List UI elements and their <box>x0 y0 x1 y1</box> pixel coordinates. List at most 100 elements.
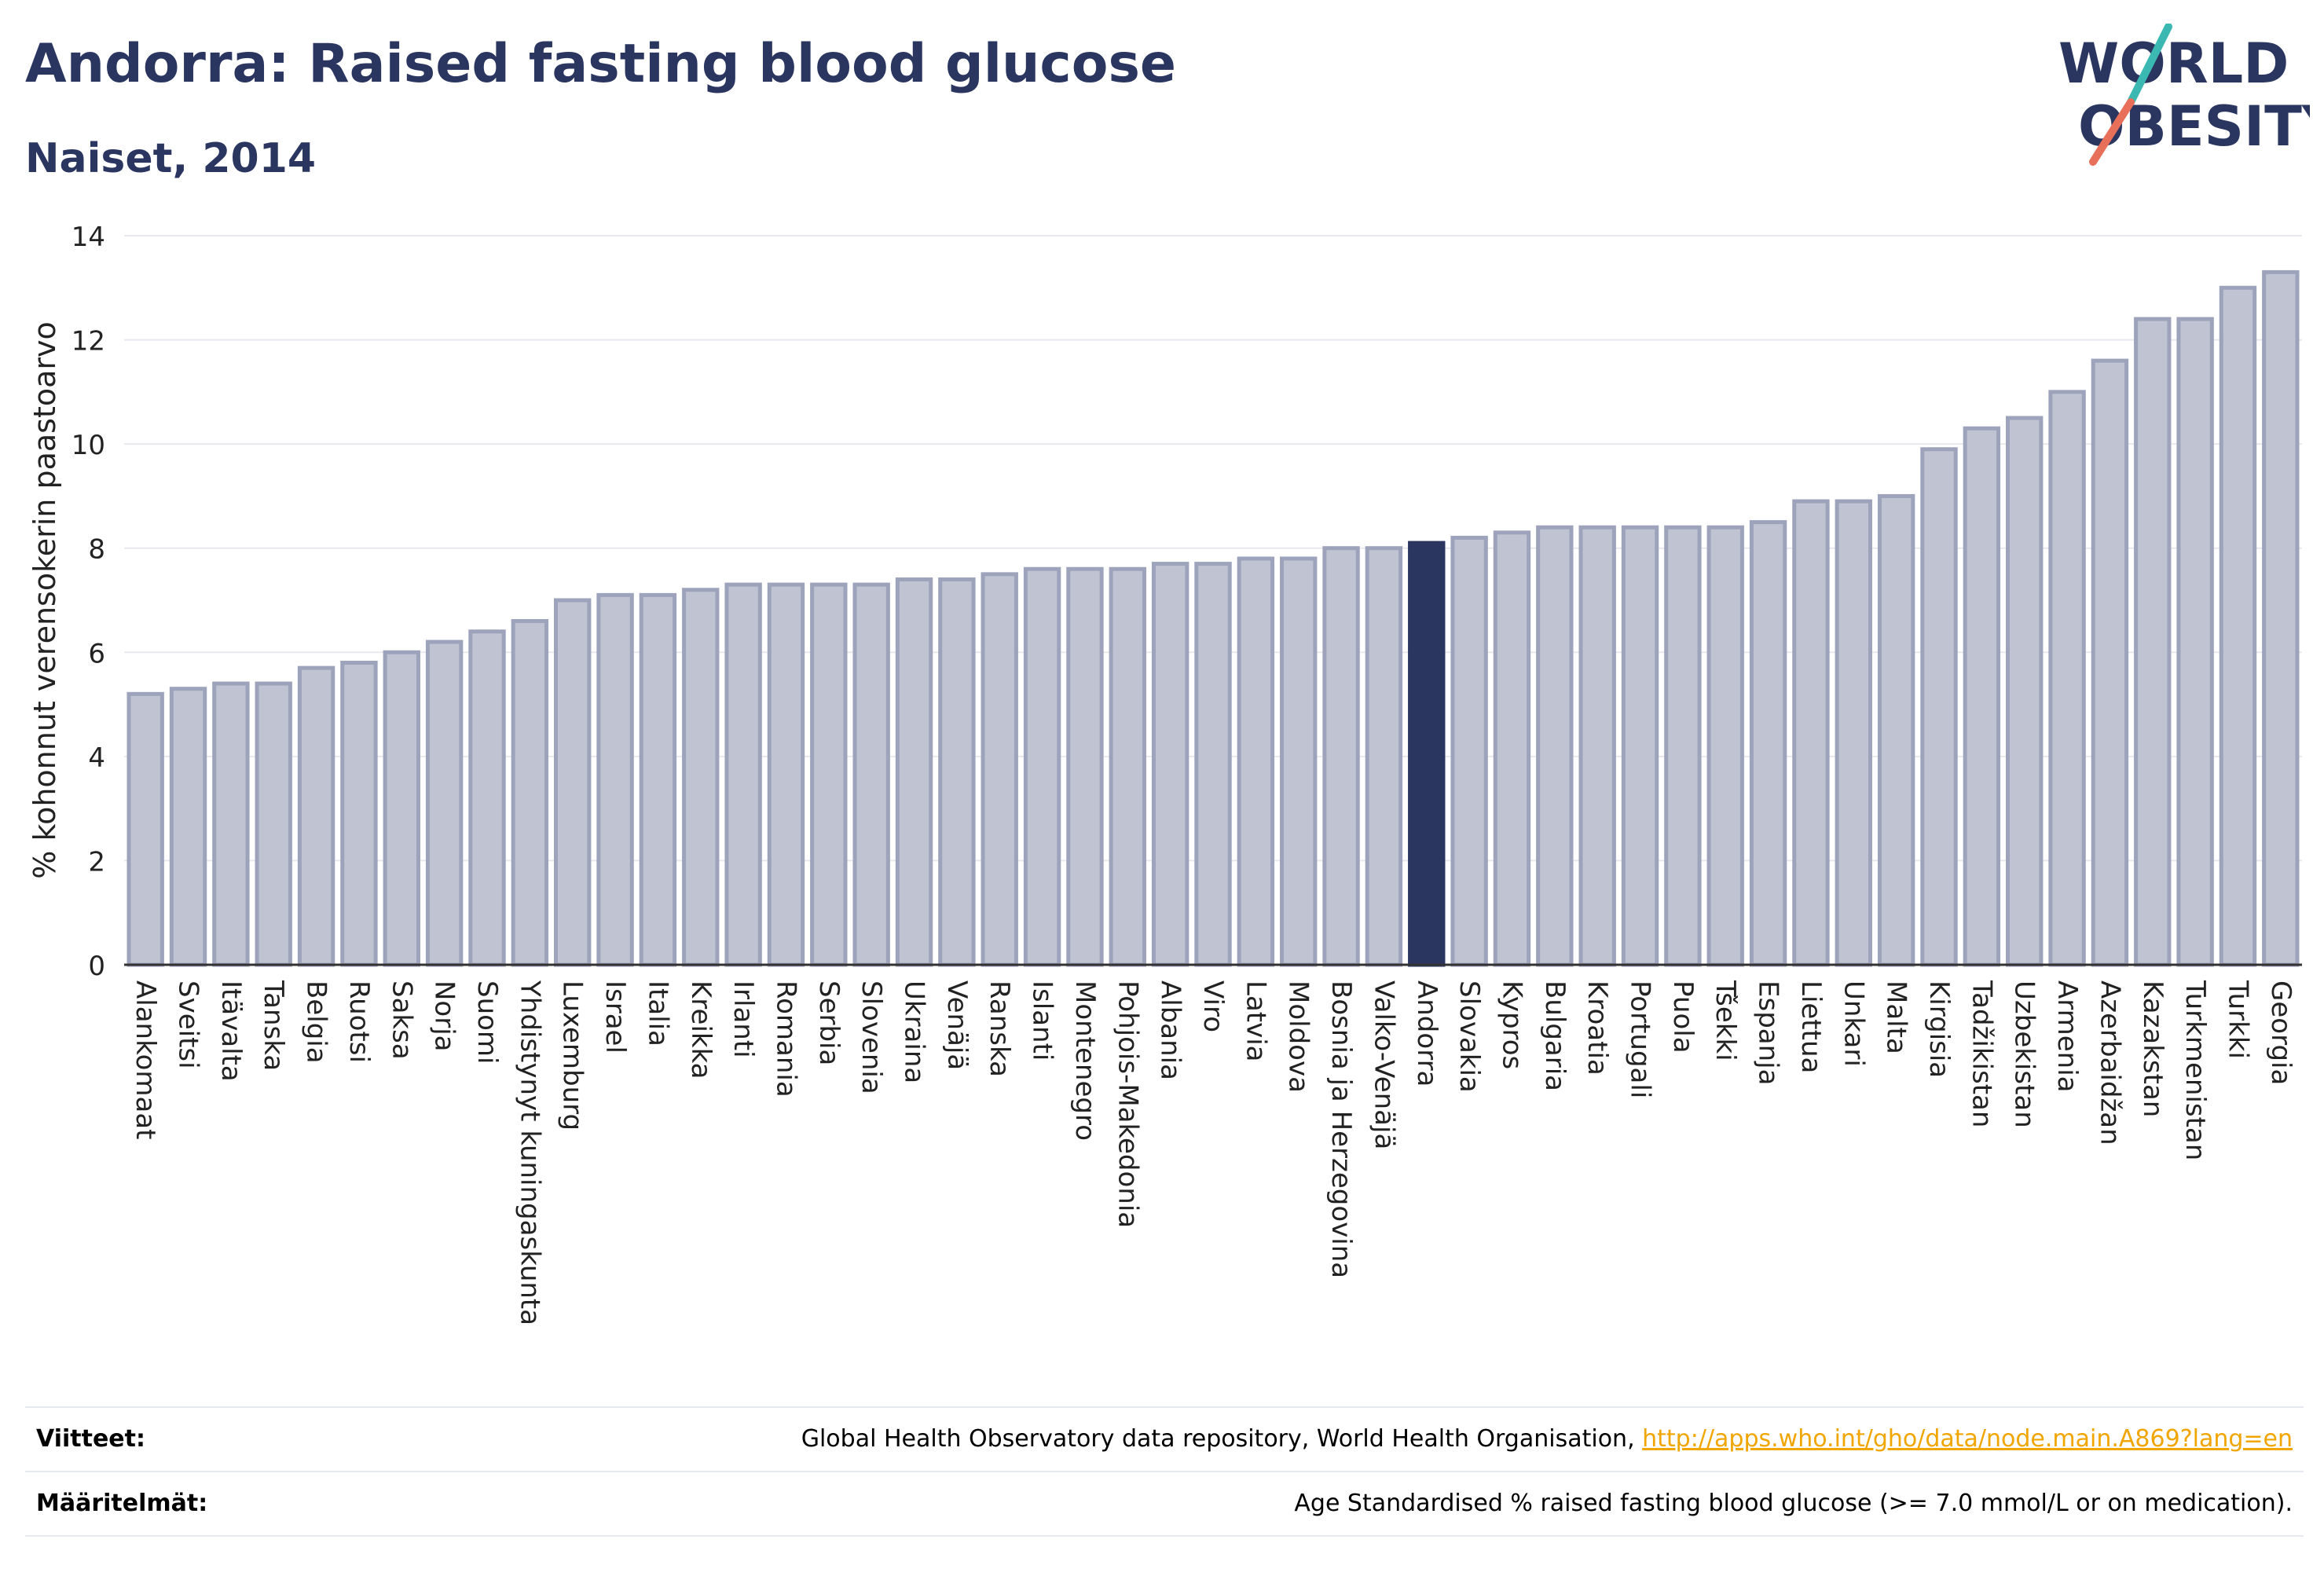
bar-kypros <box>1493 530 1531 967</box>
y-tick-label: 0 <box>88 951 105 982</box>
bar-venäjä <box>938 577 976 967</box>
x-tick-label: Yhdistynyt kuningaskunta <box>514 980 545 1325</box>
x-tick-label: Belgia <box>301 980 332 1064</box>
x-tick-label: Kroatia <box>1582 980 1613 1076</box>
x-tick-label: Montenegro <box>1069 980 1101 1141</box>
x-tick-label: Itävalta <box>215 980 247 1082</box>
x-tick-label: Saksa <box>386 980 417 1060</box>
y-tick-label: 10 <box>71 430 105 461</box>
x-tick-label: Ranska <box>984 980 1015 1077</box>
bar-moldova <box>1280 556 1318 967</box>
bar-turkki <box>2219 285 2257 967</box>
x-tick-label: Turkki <box>2222 980 2253 1059</box>
x-tick-label: Kreikka <box>685 980 717 1079</box>
bar-albania <box>1151 562 1189 967</box>
x-tick-label: Tadžikistan <box>1966 980 1997 1127</box>
x-tick-label: Tanska <box>258 980 289 1071</box>
bar-israel <box>596 592 634 967</box>
x-tick-label: Italia <box>642 980 673 1046</box>
y-axis-label: % kohonnut verensokerin paastoarvo <box>27 321 62 878</box>
bar-georgia <box>2262 269 2300 967</box>
sources-link[interactable]: http://apps.who.int/gho/data/node.main.A… <box>1642 1425 2293 1453</box>
x-tick-label: Romania <box>770 980 801 1098</box>
x-tick-label: Bosnia ja Herzegovina <box>1325 980 1357 1278</box>
bar-tadžikistan <box>1963 426 2001 967</box>
x-tick-label: Islanti <box>1027 980 1058 1061</box>
bar-belgia <box>297 665 335 967</box>
bar-tanska <box>255 681 292 967</box>
x-tick-label: Viro <box>1197 980 1229 1032</box>
x-tick-label: Ukraina <box>899 980 930 1083</box>
bar-azerbaidžan <box>2091 358 2129 967</box>
bar-saksa <box>383 650 420 967</box>
x-tick-label: Ruotsi <box>343 980 375 1063</box>
x-tick-label: Andorra <box>1411 980 1442 1087</box>
bar-bulgaria <box>1536 525 1574 967</box>
bar-kirgisia <box>1920 447 1958 967</box>
sources-value: Global Health Observatory data repositor… <box>801 1425 2293 1453</box>
bar-kazakstan <box>2134 317 2172 967</box>
bar-bosnia-ja-herzegovina <box>1322 546 1360 967</box>
x-tick-label: Alankomaat <box>130 980 161 1140</box>
footer-definitions-row: Määritelmät: Age Standardised % raised f… <box>25 1471 2304 1537</box>
y-tick-label: 12 <box>71 326 105 357</box>
y-tick-label: 4 <box>88 742 105 774</box>
bar-islanti <box>1023 566 1061 967</box>
x-tick-label: Latvia <box>1240 980 1271 1062</box>
x-tick-label: Bulgaria <box>1539 980 1571 1091</box>
footer-divider <box>25 1535 2304 1537</box>
sources-label: Viitteet: <box>36 1425 145 1453</box>
x-tick-label: Georgia <box>2265 980 2297 1085</box>
x-tick-label: Slovakia <box>1453 980 1485 1093</box>
x-tick-label: Irlanti <box>728 980 759 1058</box>
y-tick-label: 2 <box>88 846 105 878</box>
bar-slovenia <box>852 582 890 967</box>
bar-alankomaat <box>126 691 164 967</box>
bar-armenia <box>2048 390 2086 967</box>
x-tick-label: Israel <box>599 980 631 1054</box>
x-tick-label: Slovenia <box>856 980 887 1094</box>
x-tick-label: Azerbaidžan <box>2094 980 2125 1145</box>
x-tick-label: Valko-Venäjä <box>1368 980 1399 1149</box>
bar-latvia <box>1237 556 1275 967</box>
x-tick-label: Espanja <box>1753 980 1784 1085</box>
bar-ranska <box>981 572 1018 967</box>
bar-ukraina <box>895 577 933 967</box>
bar-norja <box>425 640 464 967</box>
bar-espanja <box>1749 520 1787 967</box>
x-tick-label: Armenia <box>2051 980 2083 1093</box>
bar-sveitsi <box>169 687 207 967</box>
bar-uzbekistan <box>2006 416 2044 967</box>
bar-malta <box>1877 493 1915 967</box>
bar-portugali <box>1621 525 1659 967</box>
bar-irlanti <box>724 582 762 967</box>
x-tick-label: Serbia <box>813 980 845 1065</box>
bar-liettua <box>1792 499 1830 967</box>
world-obesity-logo: WORLD OBESITY <box>2058 24 2310 166</box>
x-tick-label: Puola <box>1667 980 1699 1054</box>
x-tick-label: Tšekki <box>1710 980 1741 1061</box>
bar-andorra <box>1408 541 1446 967</box>
bar-unkari <box>1835 499 1872 967</box>
bar-yhdistynyt-kuningaskunta <box>511 619 549 967</box>
bar-puola <box>1664 525 1702 967</box>
definitions-label: Määritelmät: <box>36 1490 208 1517</box>
x-tick-label: Venäjä <box>941 980 973 1070</box>
logo-line1: WORLD <box>2058 31 2289 96</box>
logo-slash-teal-icon <box>2127 24 2172 106</box>
x-tick-label: Norja <box>429 980 460 1052</box>
bar-itävalta <box>212 681 250 967</box>
x-tick-label: Sveitsi <box>173 980 204 1069</box>
footer-sources-row: Viitteet: Global Health Observatory data… <box>25 1406 2304 1472</box>
x-tick-label: Malta <box>1881 980 1912 1054</box>
bar-serbia <box>810 582 848 967</box>
bar-italia <box>639 592 677 967</box>
x-tick-label: Uzbekistan <box>2009 980 2040 1128</box>
y-tick-label: 14 <box>71 222 105 253</box>
y-tick-label: 6 <box>88 638 105 669</box>
bar-viro <box>1194 562 1232 967</box>
y-tick-label: 8 <box>88 534 105 566</box>
bar-romania <box>767 582 805 967</box>
x-tick-label: Portugali <box>1625 980 1656 1098</box>
logo-slash-coral-icon <box>2089 98 2135 166</box>
